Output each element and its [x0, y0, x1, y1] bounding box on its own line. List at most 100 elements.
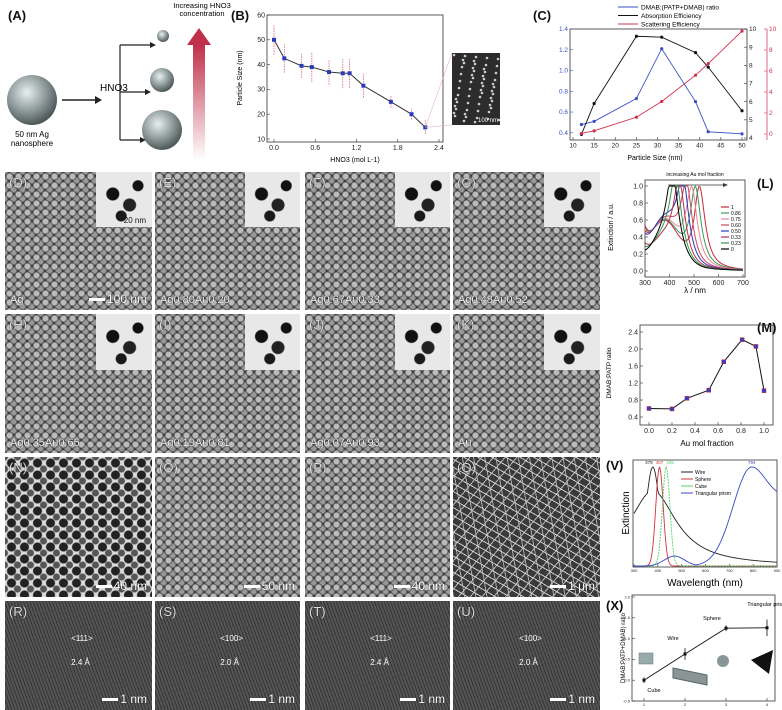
- peak-label: 407: [656, 460, 664, 465]
- particle: [472, 59, 476, 63]
- micrograph-s: (S) 1 nm 2.0 Å <100>: [155, 601, 300, 710]
- particle: [496, 57, 500, 61]
- tem-inset: [244, 314, 300, 370]
- y-tick-label: 10: [749, 26, 757, 33]
- particle: [475, 116, 479, 120]
- particle: [459, 72, 463, 76]
- point-label: Triangular prism: [747, 602, 782, 608]
- particle: [466, 101, 470, 105]
- y-tick-label: 8: [769, 47, 773, 54]
- legend-label: 0: [731, 247, 734, 253]
- panel-tag: (Q): [457, 460, 476, 475]
- panel-m-label: (M): [757, 320, 777, 335]
- panel-tag: (G): [457, 175, 476, 190]
- arrow-head: [145, 89, 151, 95]
- y-tick-label: 1.2: [628, 380, 638, 387]
- particle: [486, 117, 490, 121]
- series-line: [581, 47, 743, 135]
- arrow-head: [150, 42, 156, 48]
- lattice-direction: <111>: [370, 633, 392, 643]
- particle: [490, 89, 494, 93]
- micrograph-d: (D) Ag 100 nm 20 nm: [5, 172, 152, 310]
- data-point: [634, 96, 638, 101]
- composition-label: Ag0.67Au0.33: [310, 294, 380, 306]
- y-axis-label: Particle Size (nm): [237, 50, 244, 105]
- y-tick-label: 2.0: [624, 594, 630, 599]
- particle: [452, 111, 456, 115]
- lattice-direction: <100>: [220, 633, 243, 643]
- panel-tag: (P): [309, 460, 327, 475]
- particle: [452, 53, 456, 57]
- composition-label: Ag0.19Au0.81: [160, 437, 230, 449]
- x-tick-label: 4: [766, 702, 769, 707]
- y-tick-label: 7: [749, 81, 753, 88]
- concentration-arrow: [193, 45, 205, 160]
- x-tick-label: 3: [725, 702, 728, 707]
- data-point: [347, 71, 352, 76]
- y-tick-label: 10: [769, 26, 777, 33]
- data-point: [683, 652, 687, 656]
- x-tick-label: 700: [737, 280, 749, 287]
- x-tick-label: 300: [631, 568, 638, 573]
- point-label: Sphere: [703, 616, 721, 622]
- data-point: [693, 51, 698, 55]
- particle: [484, 63, 488, 67]
- panel-tag: (U): [457, 604, 476, 619]
- composition-label: Ag0.35Au0.65: [10, 437, 80, 449]
- scale-bar: 1 nm: [250, 692, 295, 706]
- data-point: [765, 626, 769, 630]
- chart-l: 300 400 500 600 700 0.0 0.2 0.4 0.6 0.8 1.0 Extinct…: [608, 172, 749, 295]
- data-point: [706, 62, 710, 66]
- x-tick-label: 15: [591, 143, 599, 150]
- particle: [492, 85, 496, 89]
- legend-label: 0.60: [731, 223, 741, 229]
- micrograph-j: (J) Ag0.07Au0.93: [305, 314, 450, 453]
- micrograph-q: (Q) 1 μm: [453, 457, 600, 597]
- particle: [482, 67, 486, 71]
- data-point: [646, 406, 652, 411]
- particle: [455, 100, 459, 104]
- particle: [461, 58, 465, 62]
- data-point: [660, 35, 664, 39]
- y-tick-label: 20: [257, 112, 265, 119]
- data-point: [592, 129, 596, 133]
- data-point: [340, 71, 345, 76]
- data-point: [669, 406, 675, 412]
- composition-label: Ag0.07Au0.93: [310, 437, 380, 449]
- y-tick-label: 1.6: [628, 363, 638, 370]
- x-tick-label: 25: [633, 143, 641, 150]
- particle: [477, 102, 481, 106]
- panel-tag: (J): [309, 317, 325, 332]
- x-tick-label: 0.0: [269, 145, 279, 152]
- x-tick-label: 500: [678, 568, 685, 573]
- y-axis-label: Extinction / a.u.: [608, 203, 615, 251]
- composition-label: Au: [458, 437, 472, 449]
- data-point: [693, 100, 698, 104]
- x-tick-label: 900: [774, 568, 781, 573]
- zoom-line: [425, 52, 453, 128]
- data-point: [724, 626, 728, 630]
- y-tick-label: 1.0: [624, 636, 630, 641]
- spectrum-line: [644, 184, 744, 271]
- micrograph-g: (G) Ag0.48Au0.52: [453, 172, 600, 310]
- particle: [453, 114, 457, 118]
- data-point: [579, 131, 584, 136]
- spectrum-line: [633, 466, 778, 563]
- y-tick-label: 40: [257, 62, 265, 69]
- particle: [473, 120, 477, 124]
- inset-scale-bar: 100 nm: [478, 118, 498, 124]
- arrow-head: [187, 28, 211, 45]
- big-sphere: [142, 110, 182, 150]
- particle: [476, 109, 480, 113]
- y-tick-label: 0.8: [633, 200, 643, 207]
- data-point: [740, 29, 744, 33]
- tem-inset: [96, 172, 152, 228]
- data-point: [740, 132, 744, 136]
- x-tick-label: 1.2: [352, 145, 362, 152]
- x-tick-label: 0.6: [713, 428, 723, 435]
- particle: [470, 73, 474, 77]
- y-tick-label: -0.5: [623, 698, 631, 703]
- lattice-spacing: 2.4 Å: [370, 657, 389, 667]
- composition-label: Ag: [10, 294, 24, 306]
- chart-c: 10 15 20 25 30 35 40 45 500.40.60.81.01.21.44567…: [559, 5, 777, 163]
